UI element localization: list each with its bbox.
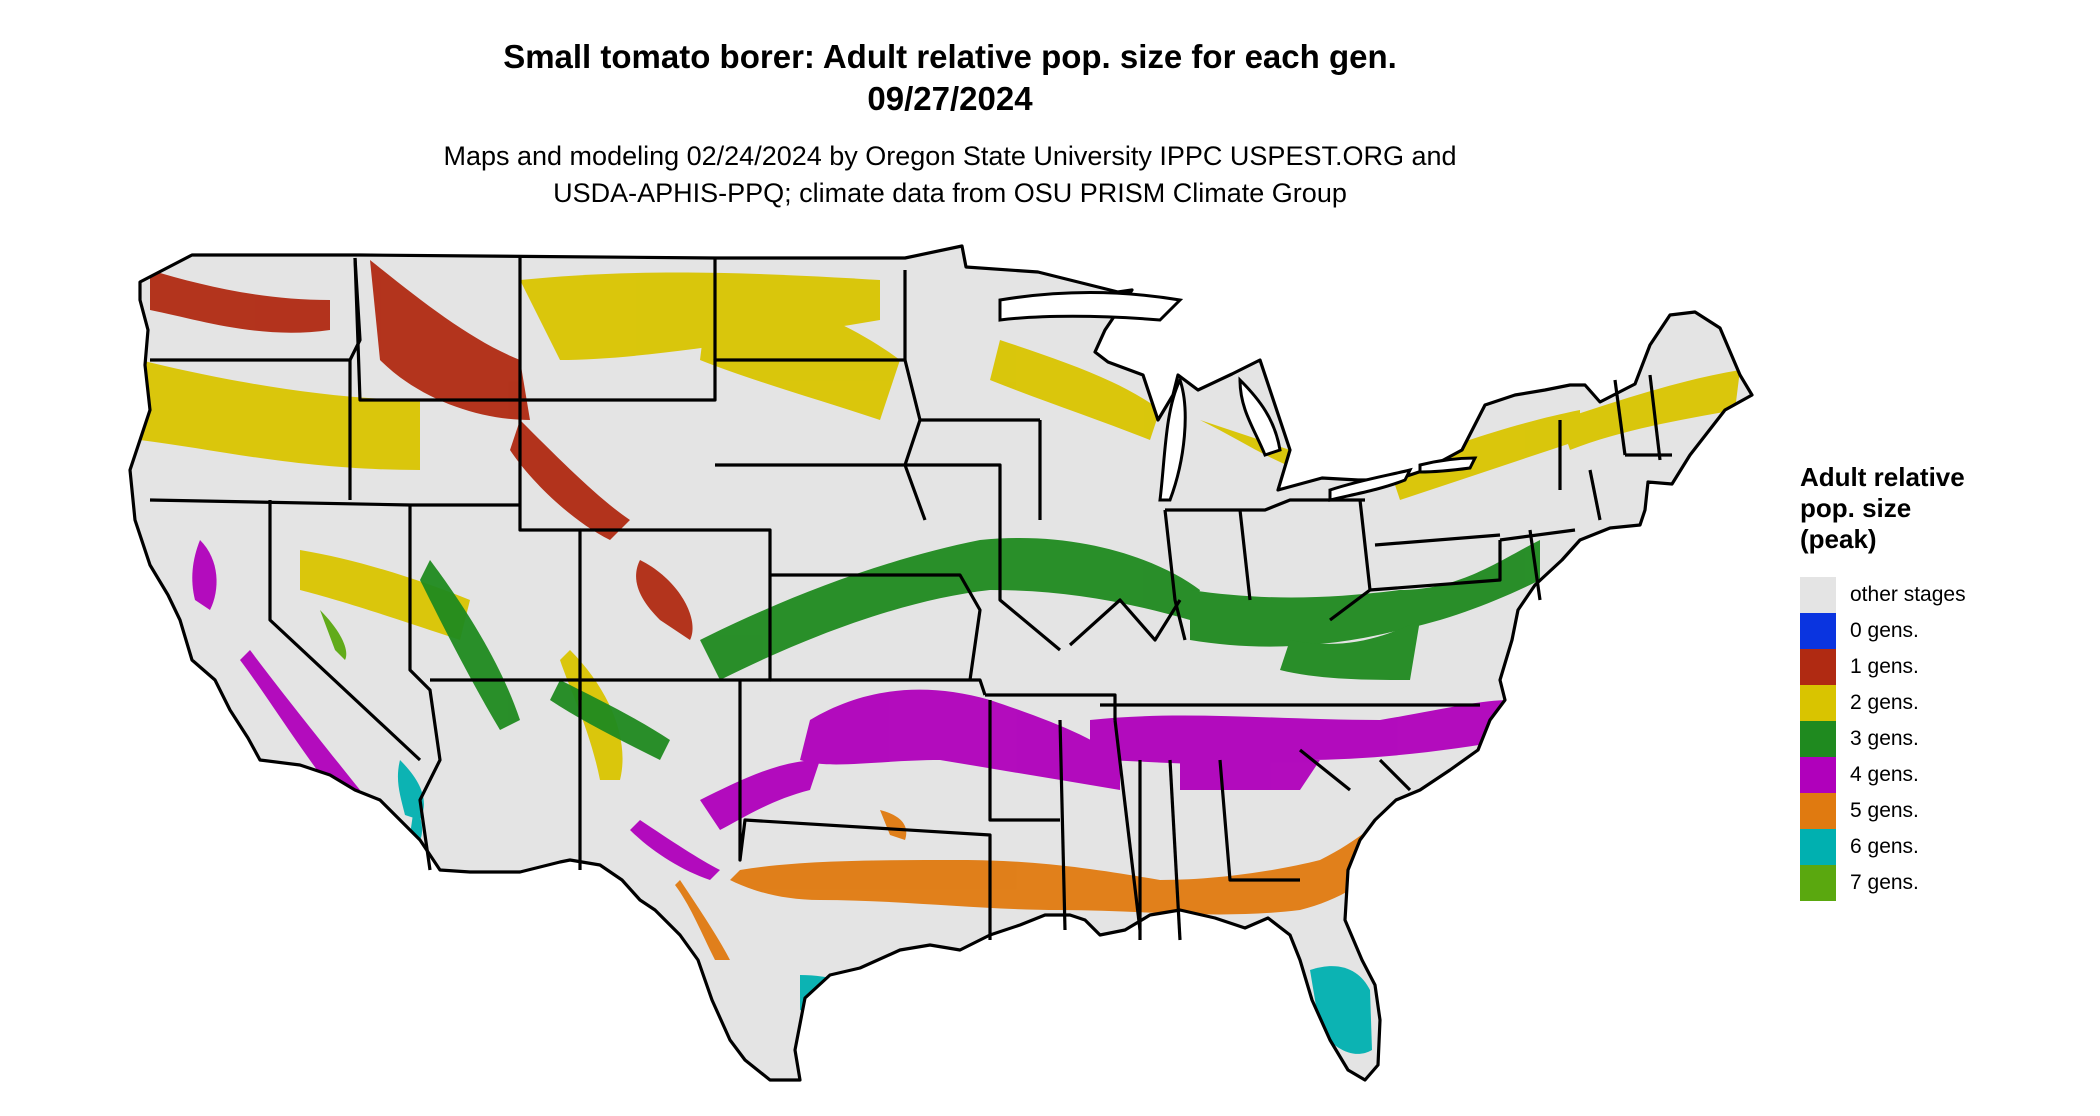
legend-swatch [1800, 613, 1836, 649]
legend-swatch [1800, 649, 1836, 685]
generation-zones [140, 260, 1740, 1054]
legend-item: 4 gens. [1800, 757, 2090, 793]
legend-item: 6 gens. [1800, 829, 2090, 865]
land-fill [130, 246, 1752, 1080]
legend-label: 4 gens. [1850, 763, 1919, 786]
map-title: Small tomato borer: Adult relative pop. … [0, 36, 1900, 120]
legend-label: 3 gens. [1850, 727, 1919, 750]
zone-2-gens [140, 272, 1740, 780]
title-species: Small tomato borer: Adult relative pop. … [503, 38, 1397, 75]
legend-item: other stages [1800, 577, 2090, 613]
legend-item: 7 gens. [1800, 865, 2090, 901]
legend-swatch [1800, 721, 1836, 757]
legend-title: Adult relative pop. size (peak) [1800, 462, 2090, 555]
legend-item: 3 gens. [1800, 721, 2090, 757]
legend-swatch [1800, 757, 1836, 793]
legend-label: 1 gens. [1850, 655, 1919, 678]
legend-swatch [1800, 793, 1836, 829]
legend-item: 5 gens. [1800, 793, 2090, 829]
zone-3-gens [420, 538, 1540, 760]
legend-swatch [1800, 577, 1836, 613]
legend-title-line-1: Adult relative [1800, 462, 1965, 492]
legend-label: 7 gens. [1850, 871, 1919, 894]
zone-7-gens [320, 610, 347, 660]
lake-huron [1238, 376, 1282, 457]
legend: Adult relative pop. size (peak) other st… [1800, 462, 2090, 901]
lake-erie [1328, 467, 1413, 502]
legend-item: 1 gens. [1800, 649, 2090, 685]
legend-item: 0 gens. [1800, 613, 2090, 649]
lake-superior [998, 291, 1184, 322]
national-border [128, 244, 1754, 1082]
subtitle-line-1: Maps and modeling 02/24/2024 by Oregon S… [443, 141, 1457, 171]
legend-label: other stages [1850, 583, 1966, 606]
legend-items: other stages 0 gens. 1 gens. 2 gens. 3 gens.… [1800, 577, 2090, 901]
legend-label: 2 gens. [1850, 691, 1919, 714]
legend-title-line-2: pop. size [1800, 493, 1912, 523]
zone-1-gens [150, 260, 693, 640]
lake-michigan [1158, 376, 1187, 502]
subtitle-line-2: USDA-APHIS-PPQ; climate data from OSU PR… [553, 178, 1347, 208]
lake-ontario [1418, 456, 1478, 474]
legend-swatch [1800, 829, 1836, 865]
map-subtitle: Maps and modeling 02/24/2024 by Oregon S… [0, 138, 1900, 212]
legend-label: 5 gens. [1850, 799, 1919, 822]
legend-label: 0 gens. [1850, 619, 1919, 642]
legend-label: 6 gens. [1850, 835, 1919, 858]
zone-4-gens [192, 540, 1510, 880]
title-date: 09/27/2024 [867, 80, 1033, 117]
zone-5-gens [675, 810, 1390, 960]
legend-swatch [1800, 685, 1836, 721]
legend-title-line-3: (peak) [1800, 524, 1877, 554]
state-borders [128, 244, 1754, 1082]
legend-swatch [1800, 865, 1836, 901]
legend-item: 2 gens. [1800, 685, 2090, 721]
great-lakes [998, 291, 1478, 502]
